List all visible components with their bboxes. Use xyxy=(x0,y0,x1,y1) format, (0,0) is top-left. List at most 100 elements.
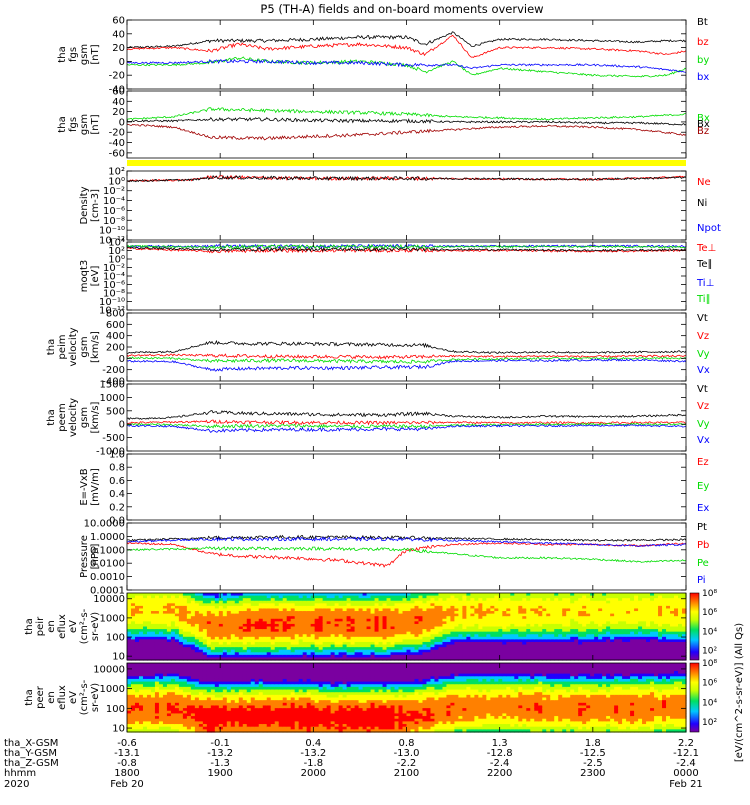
series-line-bz xyxy=(127,35,686,57)
series-line-pb xyxy=(127,543,686,568)
y-axis-label-line: [km/s] xyxy=(90,331,101,363)
y-axis-label-line: gsm xyxy=(79,407,90,428)
panel-4: 10⁴10²10⁰10⁻²10⁻⁴10⁻⁶10⁻⁸10⁻¹⁰10⁻¹²moqt3… xyxy=(79,238,716,317)
legend-entry: Pb xyxy=(697,540,709,551)
y-tick-label: 200 xyxy=(106,343,125,354)
panel-frame xyxy=(127,384,686,451)
y-axis-label-line: gsm xyxy=(79,44,90,65)
panel-frame xyxy=(127,523,686,590)
series-line-pe xyxy=(127,547,686,563)
spectrogram xyxy=(127,663,687,733)
series-line-bt xyxy=(127,118,686,125)
panel-frame xyxy=(127,171,686,240)
y-axis-label-line: E=-VxB xyxy=(79,468,90,505)
y-axis-label-line: (cm²-s- xyxy=(79,608,90,644)
y-tick-label: -200 xyxy=(102,365,125,376)
panel-frame xyxy=(127,242,686,310)
y-axis-label-line: tha xyxy=(57,116,68,132)
legend-entry: Te⊥ xyxy=(696,243,716,254)
colorbar-tick-label: 10⁴ xyxy=(702,627,717,637)
y-axis-label-line: eflux xyxy=(57,614,68,639)
y-axis-label-line: [nT] xyxy=(90,44,101,64)
legend-entry: Ne xyxy=(697,177,711,188)
y-tick-label: 0.6 xyxy=(109,476,125,487)
y-tick-label: 100 xyxy=(106,633,125,644)
legend-entry: Vt xyxy=(697,313,708,324)
legend-entry: Te∥ xyxy=(696,259,713,270)
series-line-bz xyxy=(127,124,686,140)
y-axis-label-line: fgs xyxy=(68,47,79,62)
y-tick-label: -20 xyxy=(109,71,125,82)
y-axis-label-line: peir xyxy=(35,616,46,636)
y-axis-label-line: moqt3 xyxy=(79,260,90,293)
y-axis-label-line: [eV] xyxy=(90,266,101,287)
y-tick-label: 1000 xyxy=(100,393,125,404)
legend-entry: bz xyxy=(697,37,709,48)
legend-entry: Vy xyxy=(697,419,710,430)
y-axis-label-line: peim xyxy=(57,334,68,359)
y-tick-label: 0.2 xyxy=(109,502,125,513)
y-axis-label-line: velocity xyxy=(68,398,79,437)
y-tick-label: -500 xyxy=(102,433,125,444)
legend-entry: Vt xyxy=(697,384,708,395)
legend: Te⊥Te∥Ti⊥Ti∥ xyxy=(696,243,716,305)
y-axis-label-line: [nT] xyxy=(90,114,101,134)
y-axis-label: Density[cm-3] xyxy=(79,186,101,224)
series-line-bx xyxy=(127,60,686,73)
y-tick-label: 60 xyxy=(112,16,125,27)
legend-entry: Vz xyxy=(697,331,709,342)
y-tick-label: 20 xyxy=(112,43,125,54)
y-axis-label: moqt3[eV] xyxy=(79,260,101,293)
y-axis-label-line: tha xyxy=(46,339,57,355)
colorbar-gradient xyxy=(690,593,699,660)
series-line-vt xyxy=(127,411,686,420)
legend-entry: Vx xyxy=(697,365,710,376)
y-axis-label-line: [km/s] xyxy=(90,401,101,433)
y-tick-label: 1.0 xyxy=(109,450,125,461)
series-group xyxy=(127,32,686,77)
panel-frame xyxy=(127,91,686,158)
legend-entry: by xyxy=(697,55,709,66)
legend-entry: Vy xyxy=(697,349,710,360)
panel-frame xyxy=(127,454,686,520)
y-tick-label: 10.0000 xyxy=(84,519,125,530)
series-line-vz xyxy=(127,420,686,424)
y-tick-label: 1.0000 xyxy=(90,532,125,543)
y-tick-label: 0 xyxy=(119,420,125,431)
series-line-vx xyxy=(127,359,686,371)
series-group xyxy=(127,341,686,371)
legend-entry: Npot xyxy=(697,223,721,234)
colorbar-tick-label: 10⁸ xyxy=(702,589,717,599)
y-ticks: 1.00.80.60.40.20.0 xyxy=(109,450,686,527)
figure-title: P5 (TH-A) fields and on-board moments ov… xyxy=(260,2,543,16)
y-axis-label: E=-VxB[mV/m] xyxy=(79,468,101,506)
legend-entry: Pe xyxy=(697,558,709,569)
legend: Vt Vz Vy Vx xyxy=(697,313,710,376)
y-tick-label: 800 xyxy=(106,309,125,320)
legend-entry: Ex xyxy=(697,503,709,514)
y-tick-label: 0 xyxy=(119,354,125,365)
legend-entry: Ni xyxy=(697,198,707,209)
y-axis-label-line: [nPa] xyxy=(90,543,101,569)
y-tick-label: 0 xyxy=(119,57,125,68)
panel-8: 10.00001.00000.10000.01000.00100.0001Pre… xyxy=(79,519,709,597)
y-tick-label: 400 xyxy=(106,331,125,342)
spectrogram xyxy=(127,593,687,661)
y-tick-label: 0.0010 xyxy=(90,572,125,583)
